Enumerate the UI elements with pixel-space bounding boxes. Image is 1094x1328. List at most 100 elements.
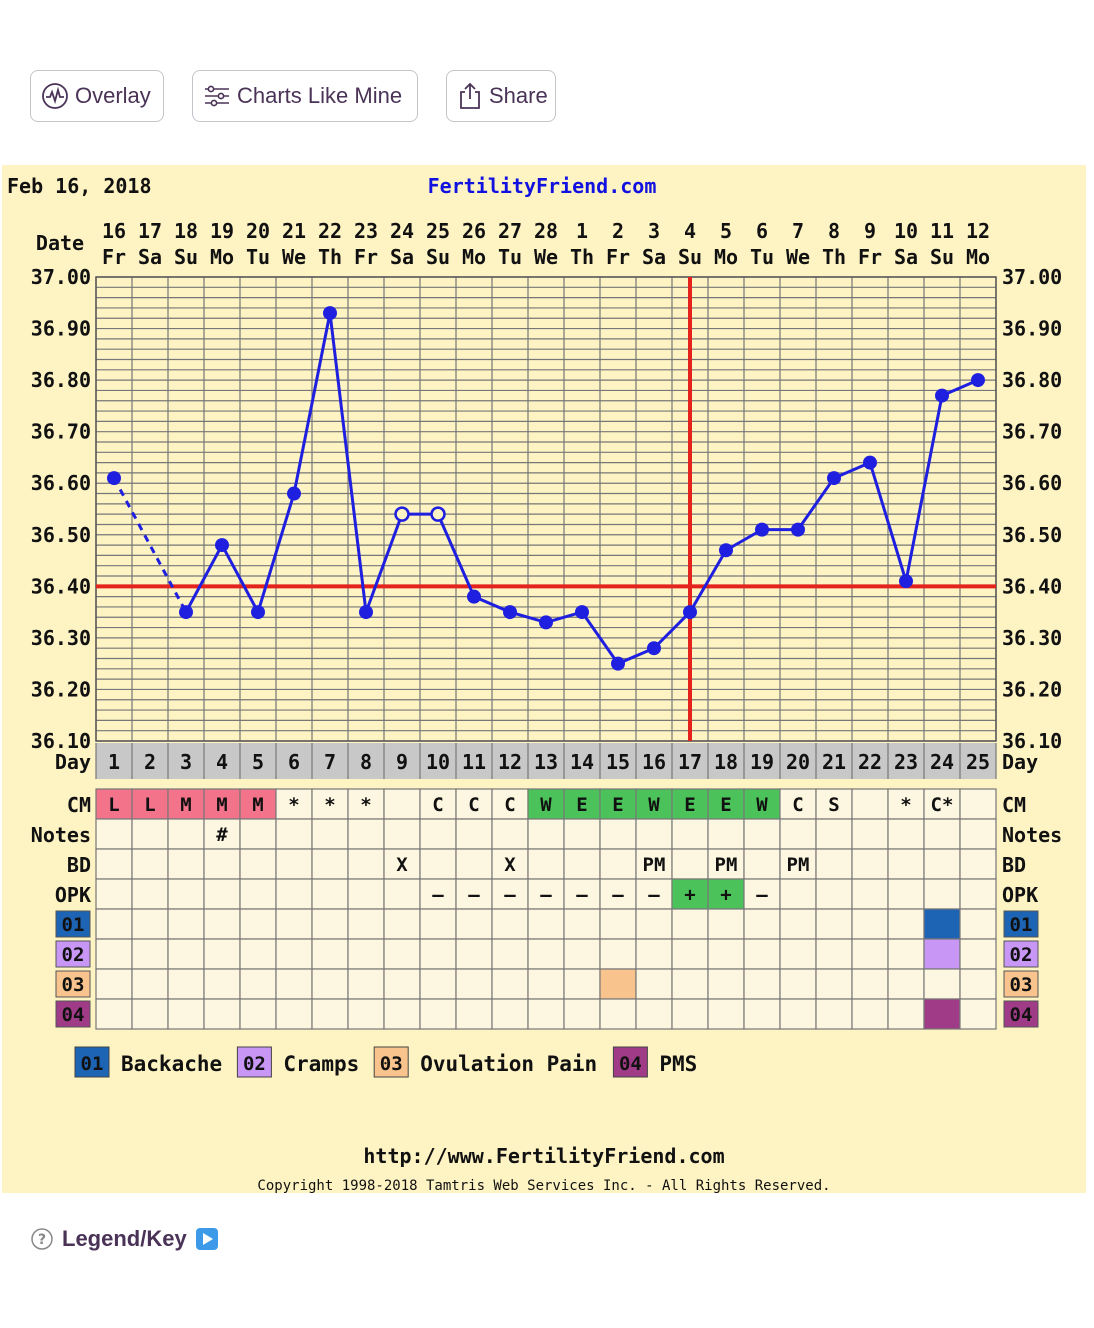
row-cell: [455, 968, 493, 1000]
temperature-line-segment: [184, 544, 224, 613]
row-cell-text: #: [216, 824, 228, 846]
row-cell: [635, 788, 673, 820]
day-number: 15: [606, 750, 630, 774]
row-cell: [959, 818, 997, 850]
row-cell: [743, 848, 781, 880]
row-badge-right: [1003, 910, 1039, 938]
weekday-label: Th: [822, 245, 846, 269]
day-number: 2: [144, 750, 156, 774]
day-number: 1: [108, 750, 120, 774]
weekday-label: Su: [678, 245, 702, 269]
row-cell-text: *: [360, 794, 371, 816]
day-row-label-right: Day: [1002, 750, 1038, 774]
row-cell: [239, 788, 277, 820]
row-cell-text: –: [576, 884, 588, 906]
temperature-point: [179, 605, 193, 620]
row-cell: [383, 998, 421, 1030]
row-cell: [347, 908, 385, 940]
row-cell: [959, 968, 997, 1000]
row-cell: [95, 968, 133, 1000]
row-cell: [851, 908, 889, 940]
sliders-icon: [205, 85, 229, 107]
row-cell: [131, 878, 169, 910]
legend-swatch: [74, 1046, 110, 1078]
legend-code: 03: [380, 1053, 403, 1075]
row-cell-text: C*: [931, 794, 954, 816]
y-tick-label-left: 36.60: [31, 471, 91, 495]
row-cell: [347, 848, 385, 880]
row-cell: [383, 788, 421, 820]
weekday-label: Sa: [642, 245, 666, 269]
temperature-line-segment: [220, 544, 260, 613]
row-label-left: Notes: [31, 823, 91, 847]
row-cell-text: X: [504, 854, 516, 876]
date-label: 10: [894, 219, 918, 243]
row-cell: [347, 878, 385, 910]
day-number: 10: [426, 750, 450, 774]
date-label: 12: [966, 219, 990, 243]
row-cell: [239, 938, 277, 970]
temperature-point: [251, 605, 265, 620]
footer-copyright: Copyright 1998-2018 Tamtris Web Services…: [257, 1178, 830, 1193]
temperature-line-segment: [904, 395, 944, 582]
date-label: 11: [930, 219, 954, 243]
row-cell: [95, 818, 133, 850]
date-label: 9: [864, 219, 876, 243]
row-cell: [239, 968, 277, 1000]
share-button[interactable]: Share: [446, 70, 556, 122]
row-cell: [203, 908, 241, 940]
row-cell: [563, 878, 601, 910]
temperature-line-segment: [292, 312, 332, 494]
row-cell: [887, 938, 925, 970]
charts-like-mine-label: Charts Like Mine: [237, 83, 403, 108]
temperature-line-segment: [796, 477, 836, 531]
row-cell: [419, 818, 457, 850]
row-cell: [275, 938, 313, 970]
row-cell: [383, 938, 421, 970]
row-cell-text: –: [468, 884, 480, 906]
row-cell-text: E: [576, 794, 587, 816]
temperature-point-open: [430, 506, 446, 522]
legend-key-link[interactable]: ? Legend/Key: [30, 1226, 219, 1252]
row-cell: [671, 848, 709, 880]
row-cell: [167, 818, 205, 850]
play-arrow-icon: [195, 1228, 218, 1250]
charts-like-mine-button[interactable]: Charts Like Mine: [192, 70, 418, 122]
temperature-point: [899, 574, 913, 589]
row-cell-text: PM: [643, 854, 666, 876]
legend-code: 04: [619, 1053, 642, 1075]
overlay-button[interactable]: Overlay: [30, 70, 164, 122]
row-cell: [815, 968, 853, 1000]
row-cell: [527, 938, 565, 970]
row-cell: [491, 818, 529, 850]
temperature-line-segment: [580, 611, 620, 665]
row-cell: [599, 908, 637, 940]
legend-label: Cramps: [283, 1052, 359, 1076]
day-number: 23: [894, 750, 918, 774]
y-tick-label-left: 36.90: [31, 317, 91, 341]
day-number: 22: [858, 750, 882, 774]
row-cell: [347, 938, 385, 970]
row-cell-text: –: [612, 884, 624, 906]
row-cell: [275, 818, 313, 850]
row-cell: [455, 848, 493, 880]
row-label-right: Notes: [1002, 823, 1062, 847]
legend-swatch: [236, 1046, 272, 1078]
row-cell: [167, 968, 205, 1000]
y-tick-label-left: 36.50: [31, 523, 91, 547]
date-label: 24: [390, 219, 414, 243]
row-cell-text: X: [396, 854, 408, 876]
weekday-label: Sa: [390, 245, 414, 269]
row-badge-right: [1003, 1000, 1039, 1028]
row-cell-text: E: [684, 794, 695, 816]
row-cell: [851, 938, 889, 970]
row-cell-text: *: [324, 794, 335, 816]
y-tick-label-left: 37.00: [31, 265, 91, 289]
day-number: 13: [534, 750, 558, 774]
row-cell: [203, 998, 241, 1030]
row-cell: [419, 908, 457, 940]
row-cell: [599, 848, 637, 880]
date-label: 6: [756, 219, 768, 243]
row-cell: [131, 788, 169, 820]
date-label: 19: [210, 219, 234, 243]
